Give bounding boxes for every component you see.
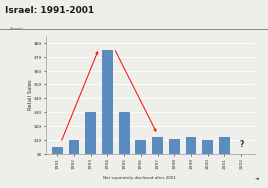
Bar [219,137,230,154]
Bar [186,137,196,154]
Bar [135,140,146,154]
Bar [202,140,213,154]
Text: ?: ? [239,139,243,149]
Bar [152,137,163,154]
Bar [52,147,63,154]
Bar [102,50,113,154]
Text: ◄: ◄ [255,176,259,181]
Text: Not separately disclosed after 2001: Not separately disclosed after 2001 [103,176,176,180]
Text: Israel: 1991-2001: Israel: 1991-2001 [5,6,95,15]
Bar [169,139,180,154]
Text: ($mm): ($mm) [10,27,24,31]
Bar [69,140,79,154]
Bar [119,112,130,154]
Y-axis label: Retail Sales: Retail Sales [28,80,34,110]
Bar [85,112,96,154]
